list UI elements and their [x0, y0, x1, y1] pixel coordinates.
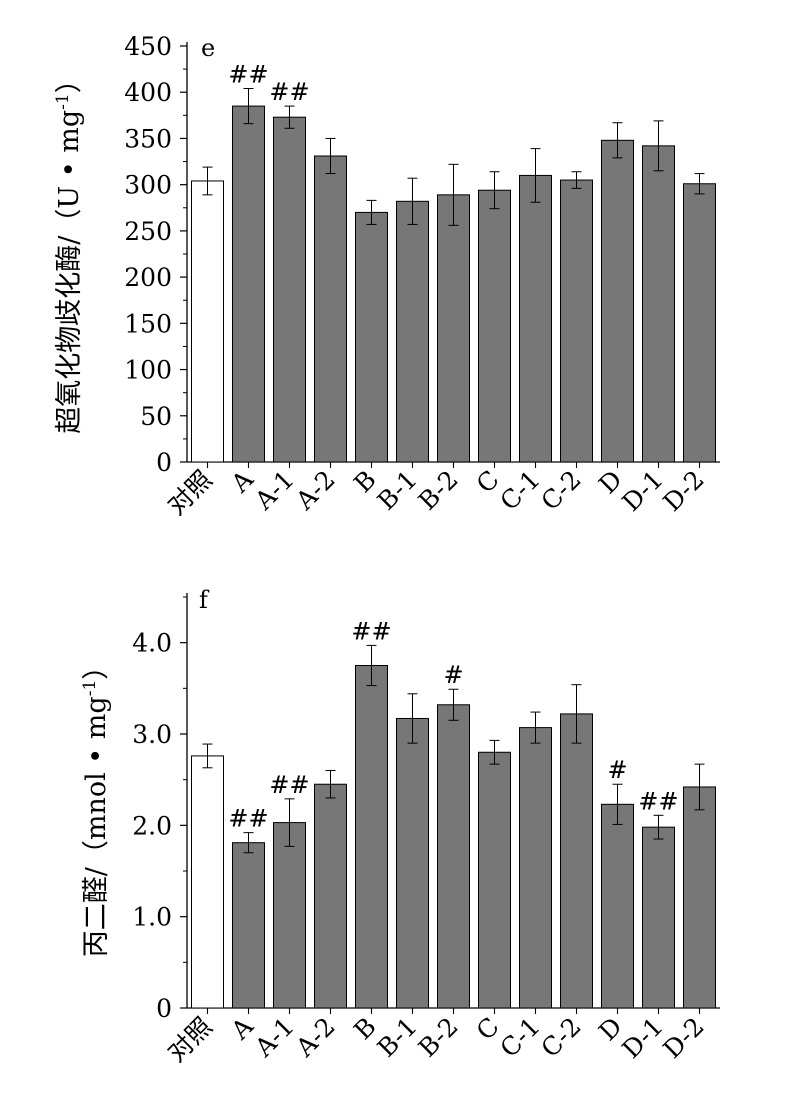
category-label: B-1	[372, 465, 423, 516]
bar	[437, 194, 470, 463]
bar	[478, 751, 511, 1009]
category-label: C-1	[494, 465, 545, 516]
category-label: A-1	[249, 1012, 300, 1063]
bar	[560, 179, 593, 463]
y-tick-label: 50	[140, 402, 172, 431]
category-label: C-1	[494, 1012, 545, 1063]
y-tick-label: 3.0	[132, 720, 172, 749]
category-label: D-1	[617, 1012, 669, 1064]
y-tick-label: 350	[124, 124, 172, 153]
bar	[642, 145, 675, 463]
bar	[232, 105, 265, 463]
bar	[191, 180, 224, 463]
bar	[232, 842, 265, 1009]
bar	[396, 717, 429, 1009]
panel-label: f	[199, 586, 210, 614]
bar	[273, 822, 306, 1009]
bar	[355, 211, 388, 463]
y-axis-label-main: 丙二醛/（mnol • mg	[81, 696, 112, 957]
y-tick-label: 450	[124, 32, 172, 61]
y-axis-label-superscript: -1	[80, 680, 100, 697]
significance-mark: ##	[228, 805, 268, 833]
y-tick-label: 0	[156, 448, 172, 477]
bar	[601, 139, 634, 463]
bar	[437, 704, 470, 1009]
bar	[519, 174, 552, 463]
bar	[683, 786, 716, 1009]
y-tick-label: 1.0	[132, 903, 172, 932]
significance-mark: ##	[228, 61, 268, 89]
chart-panel-e: 050100150200250300350400450对照##A##A-1A-2…	[53, 32, 720, 521]
panel-label: e	[201, 34, 215, 62]
category-label: A-2	[290, 1012, 341, 1063]
significance-mark: #	[443, 661, 463, 689]
bar	[642, 826, 675, 1009]
y-tick-label: 200	[124, 263, 172, 292]
y-tick-label: 300	[124, 171, 172, 200]
category-label: C-2	[535, 1012, 586, 1063]
y-axis-label: 超氧化物歧化酶/（U • mg-1）	[53, 66, 85, 433]
category-label: A-1	[249, 465, 300, 516]
y-axis-label: 丙二醛/（mnol • mg-1）	[80, 653, 112, 958]
bar	[519, 727, 552, 1009]
category-label: D-1	[617, 465, 669, 517]
significance-mark: #	[607, 756, 627, 784]
significance-mark: ##	[351, 617, 391, 645]
bar	[355, 665, 388, 1009]
y-tick-label: 2.0	[132, 811, 172, 840]
category-label: B-1	[372, 1012, 423, 1063]
significance-mark: ##	[269, 771, 309, 799]
y-tick-label: 400	[124, 78, 172, 107]
y-tick-label: 250	[124, 217, 172, 246]
y-tick-label: 150	[124, 309, 172, 338]
chart-panel-f: 01.02.03.04.0对照##A##A-1A-2##BB-1#B-2 CC-1…	[80, 586, 720, 1068]
bar	[478, 189, 511, 463]
bar	[601, 803, 634, 1009]
y-tick-label: 4.0	[132, 629, 172, 658]
category-label: B-2	[413, 1012, 464, 1063]
bar	[396, 200, 429, 463]
y-axis-label-superscript: -1	[53, 93, 73, 110]
category-label: B-2	[413, 465, 464, 516]
bar	[273, 116, 306, 463]
y-axis-label-close: ）	[54, 66, 85, 93]
bar	[560, 713, 593, 1009]
bar	[314, 783, 347, 1009]
bar	[191, 755, 224, 1009]
bar	[683, 183, 716, 463]
significance-mark: ##	[638, 787, 678, 815]
y-tick-label: 100	[124, 356, 172, 385]
category-label: D-2	[658, 1012, 710, 1064]
y-axis-label-close: ）	[81, 653, 112, 680]
category-label: A-2	[290, 465, 341, 516]
category-label: C-2	[535, 465, 586, 516]
significance-mark: ##	[269, 78, 309, 106]
y-axis-label-main: 超氧化物歧化酶/（U • mg	[54, 110, 85, 434]
bar	[314, 155, 347, 463]
category-label: D-2	[658, 465, 710, 517]
y-tick-label: 0	[156, 994, 172, 1023]
